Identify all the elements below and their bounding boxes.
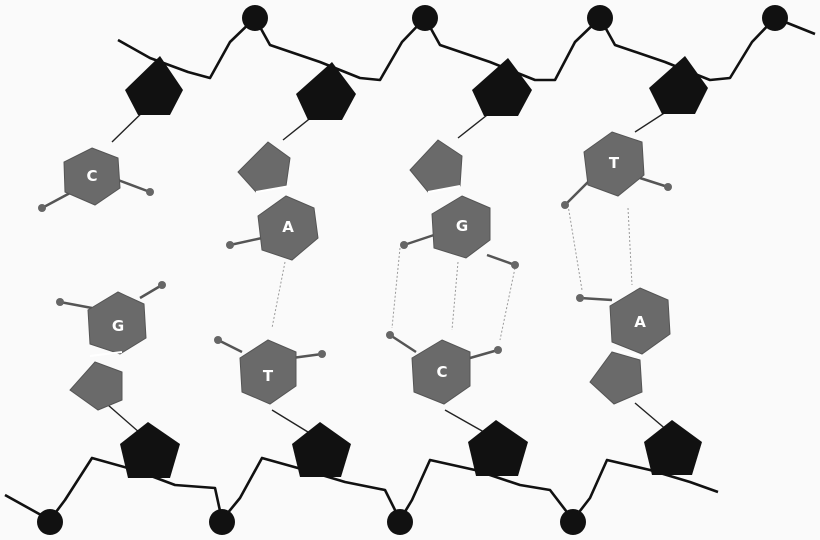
bottom-sugar-4	[644, 420, 702, 475]
top-strand-backbone	[117, 16, 816, 82]
bottom-base-2-label: T	[263, 367, 274, 385]
top-base-1: C	[63, 147, 121, 206]
ring-fusions	[89, 185, 643, 357]
bottom-base-1-label: G	[112, 317, 124, 335]
phosphate-top-4	[762, 5, 788, 31]
phosphate-top-3	[587, 5, 613, 31]
bottom-strand-sugars	[120, 420, 702, 478]
bottom-strand-bases: G T C A	[87, 287, 671, 405]
bottom-base-4: A	[609, 287, 671, 355]
phosphate-top-2	[412, 5, 438, 31]
bottom-base-4-label: A	[634, 313, 646, 331]
phosphate-bottom-1	[37, 509, 63, 535]
top-base-3: G	[431, 195, 491, 259]
bottom-sugar-3	[468, 420, 528, 476]
bottom-base-3-label: C	[436, 363, 447, 381]
phosphate-top-1	[242, 5, 268, 31]
atom-stubs	[38, 176, 672, 360]
purine-five-rings	[69, 139, 643, 411]
phosphate-bottom-3	[387, 509, 413, 535]
bottom-sugar-1	[120, 422, 180, 478]
bottom-base-2: T	[239, 339, 297, 405]
bottom-sugar-2	[292, 422, 351, 477]
top-base-1-label: C	[86, 167, 97, 185]
top-base-4: T	[583, 131, 645, 197]
top-base-2: A	[257, 195, 319, 261]
top-base-2-label: A	[282, 218, 294, 236]
phosphate-bottom-4	[560, 509, 586, 535]
top-sugar-2	[296, 62, 356, 120]
hydrogen-bonds	[271, 204, 633, 341]
top-base-4-label: T	[609, 154, 620, 172]
phosphates	[37, 5, 788, 535]
bottom-base-3: C	[411, 339, 471, 405]
phosphate-bottom-2	[209, 509, 235, 535]
top-sugar-3	[472, 58, 532, 116]
top-sugar-4	[649, 56, 708, 114]
top-strand-bases: C A G T	[63, 131, 645, 261]
top-base-3-label: G	[456, 217, 468, 235]
top-sugar-1	[125, 56, 183, 115]
top-strand-sugars	[125, 56, 708, 120]
bottom-base-1: G	[87, 291, 147, 355]
